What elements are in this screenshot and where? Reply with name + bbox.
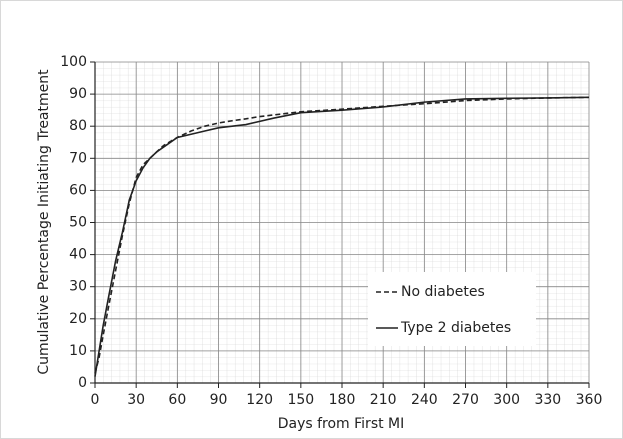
x-tick-label: 300	[493, 392, 520, 408]
y-tick-label: 70	[69, 150, 87, 166]
series-line	[94, 96, 590, 377]
legend-label: Type 2 diabetes	[400, 320, 511, 336]
x-tick-label: 330	[534, 392, 561, 408]
x-tick-label: 210	[370, 392, 397, 408]
y-tick-label: 80	[69, 118, 87, 134]
y-tick-label: 30	[69, 279, 87, 295]
x-axis-label: Days from First MI	[278, 416, 405, 432]
y-tick-label: 10	[69, 343, 87, 359]
x-tick-label: 90	[210, 392, 228, 408]
y-tick-label: 20	[69, 311, 87, 327]
x-tick-label: 180	[329, 392, 356, 408]
x-tick-label: 120	[246, 392, 273, 408]
x-tick-label: 150	[287, 392, 314, 408]
y-tick-label: 40	[69, 247, 87, 263]
y-tick-label: 50	[69, 215, 87, 231]
x-tick-label: 270	[452, 392, 479, 408]
x-tick-label: 60	[168, 392, 186, 408]
x-tick-label: 240	[411, 392, 438, 408]
y-tick-label: 60	[69, 182, 87, 198]
y-tick-label: 90	[69, 86, 87, 102]
y-axis-label: Cumulative Percentage Initiating Treatme…	[36, 69, 52, 375]
y-tick-label: 0	[78, 375, 87, 391]
x-tick-label: 0	[91, 392, 100, 408]
y-tick-label: 100	[60, 54, 87, 70]
x-tick-label: 30	[127, 392, 145, 408]
legend-box	[368, 272, 536, 346]
legend-label: No diabetes	[401, 284, 485, 300]
x-tick-label: 360	[576, 392, 603, 408]
